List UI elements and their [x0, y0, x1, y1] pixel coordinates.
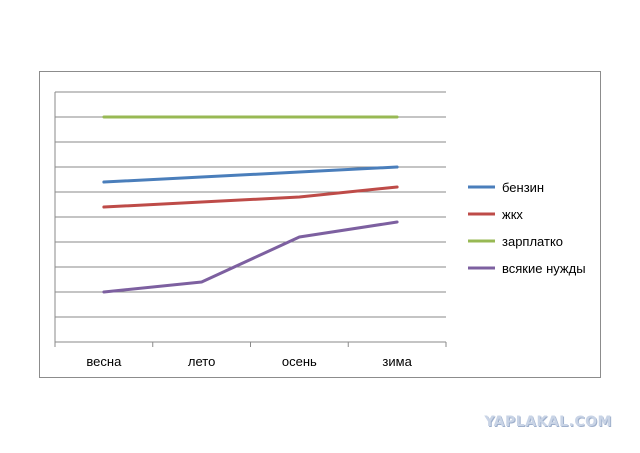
series-line-2	[102, 185, 399, 209]
series-line-4	[102, 220, 399, 294]
legend-label: жкх	[502, 207, 523, 222]
watermark-logo: YAPLAKAL.COM	[484, 414, 612, 430]
chart-frame: весна лето осень зима бензин жкх зарплатко вся…	[39, 71, 601, 378]
legend-label: всякие нужды	[502, 261, 586, 276]
x-tick-label: лето	[188, 354, 215, 369]
series-line-1	[102, 165, 399, 184]
line-chart: весна лето осень зима бензин жкх зарплатко вся…	[54, 91, 586, 369]
x-tick-label: зима	[382, 354, 412, 369]
x-tick-label: весна	[86, 354, 122, 369]
legend-label: зарплатко	[502, 234, 563, 249]
legend-label: бензин	[502, 180, 544, 195]
x-tick-label: осень	[282, 354, 317, 369]
